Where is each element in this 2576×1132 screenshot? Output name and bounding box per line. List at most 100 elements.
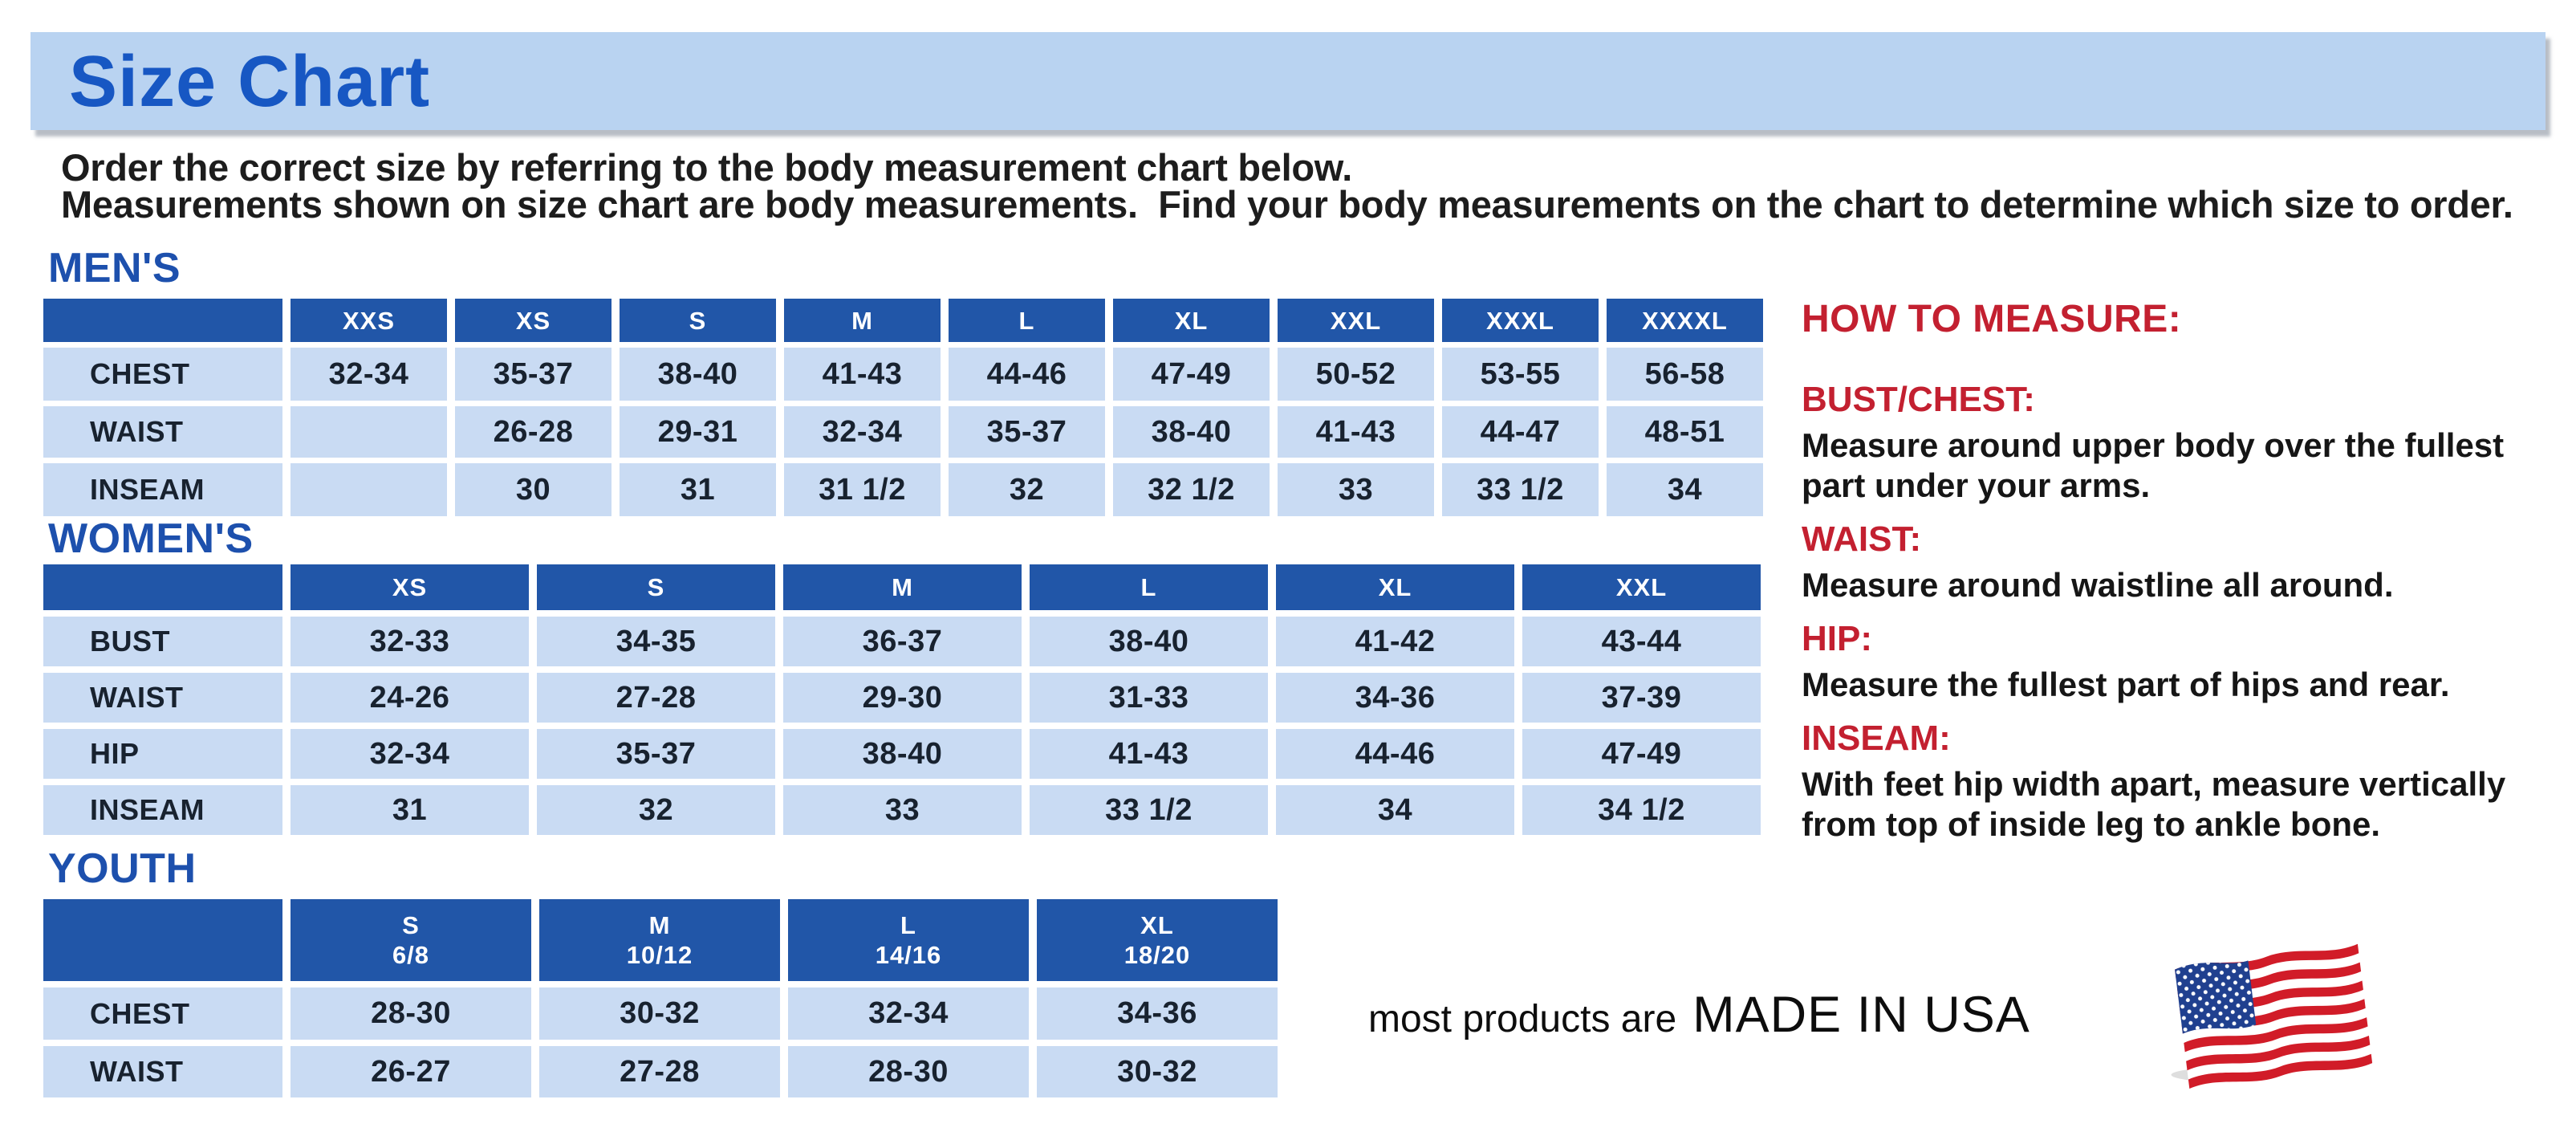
size-value-cell: 30-32 bbox=[1037, 1046, 1278, 1097]
size-value-cell: 30-32 bbox=[539, 987, 780, 1040]
size-header-cell: M bbox=[783, 564, 1022, 610]
size-header-cell: XL bbox=[1276, 564, 1514, 610]
size-value-cell: 32-34 bbox=[784, 406, 941, 458]
size-value-cell: 33 1/2 bbox=[1030, 785, 1268, 835]
intro-line-1: Order the correct size by referring to t… bbox=[61, 146, 1353, 189]
size-header-cell: L bbox=[1030, 564, 1268, 610]
size-value-cell: 32-34 bbox=[788, 987, 1029, 1040]
row-label-cell: CHEST bbox=[43, 348, 282, 401]
size-header-cell: S bbox=[537, 564, 775, 610]
corner-header-cell bbox=[43, 899, 282, 981]
size-value-cell: 31 bbox=[620, 463, 776, 516]
size-value-cell: 37-39 bbox=[1522, 673, 1761, 723]
size-value-cell: 32 bbox=[537, 785, 775, 835]
youth-size-table: S 6/8 M 10/12 L 14/16 XL 18/20 CHEST 28-30 30-… bbox=[43, 899, 1278, 1097]
size-value-cell: 35-37 bbox=[949, 406, 1105, 458]
size-value-cell: 47-49 bbox=[1113, 348, 1270, 401]
section-title-womens: WOMEN'S bbox=[48, 515, 254, 562]
size-value-cell: 50-52 bbox=[1278, 348, 1434, 401]
size-value-cell: 53-55 bbox=[1442, 348, 1599, 401]
row-label-cell: WAIST bbox=[43, 1046, 282, 1097]
size-header-cell: S 6/8 bbox=[291, 899, 531, 981]
corner-header-cell bbox=[43, 564, 282, 610]
mens-size-table: XXS XS S M L XL XXL XXXL XXXXL CHEST 32-34 35-37 38-… bbox=[43, 299, 1763, 516]
size-value-cell: 27-28 bbox=[539, 1046, 780, 1097]
how-to-measure-items: BUST/CHEST: Measure around upper body ove… bbox=[1802, 381, 2548, 845]
intro-text: Order the correct size by referring to t… bbox=[61, 149, 2513, 223]
size-value-cell: 41-42 bbox=[1276, 617, 1514, 666]
size-value-cell: 24-26 bbox=[291, 673, 529, 723]
measure-description: With feet hip width apart, measure verti… bbox=[1802, 765, 2506, 843]
size-value-cell: 56-58 bbox=[1607, 348, 1763, 401]
size-value-cell: 41-43 bbox=[1030, 729, 1268, 779]
size-value-cell: 43-44 bbox=[1522, 617, 1761, 666]
womens-size-table: XS S M L XL XXL BUST 32-33 34-35 36-37 38-40 41-42 4… bbox=[43, 564, 1761, 835]
size-value-cell: 34-36 bbox=[1276, 673, 1514, 723]
size-value-cell: 41-43 bbox=[784, 348, 941, 401]
size-value-cell: 32-33 bbox=[291, 617, 529, 666]
size-value-cell: 32-34 bbox=[291, 348, 447, 401]
size-value-cell: 32 bbox=[949, 463, 1105, 516]
title-banner: Size Chart bbox=[30, 32, 2546, 130]
page-title: Size Chart bbox=[69, 42, 431, 122]
size-value-cell: 27-28 bbox=[537, 673, 775, 723]
measure-term: INSEAM: bbox=[1802, 719, 1951, 758]
row-label-cell: WAIST bbox=[43, 673, 282, 723]
size-header-cell: XS bbox=[291, 564, 529, 610]
size-value-cell: 33 bbox=[783, 785, 1022, 835]
size-value-cell: 31 1/2 bbox=[784, 463, 941, 516]
row-label-cell: CHEST bbox=[43, 987, 282, 1040]
size-value-cell: 41-43 bbox=[1278, 406, 1434, 458]
size-value-cell: 38-40 bbox=[620, 348, 776, 401]
intro-line-2: Measurements shown on size chart are bod… bbox=[61, 183, 2513, 226]
size-header-cell: XL bbox=[1113, 299, 1270, 342]
size-header-cell: XS bbox=[455, 299, 611, 342]
measure-description: Measure around waistline all around. bbox=[1802, 566, 2394, 604]
size-value-cell: 30 bbox=[455, 463, 611, 516]
measure-term: BUST/CHEST: bbox=[1802, 380, 2035, 419]
size-header-cell: XXL bbox=[1278, 299, 1434, 342]
size-header-cell: XXXL bbox=[1442, 299, 1599, 342]
size-header-cell: S bbox=[620, 299, 776, 342]
size-value-cell: 36-37 bbox=[783, 617, 1022, 666]
size-header-cell: XL 18/20 bbox=[1037, 899, 1278, 981]
size-value-cell: 35-37 bbox=[455, 348, 611, 401]
size-header-cell: XXL bbox=[1522, 564, 1761, 610]
size-value-cell: 33 1/2 bbox=[1442, 463, 1599, 516]
measure-description: Measure around upper body over the fulle… bbox=[1802, 426, 2505, 504]
size-value-cell: 34 1/2 bbox=[1522, 785, 1761, 835]
size-header-cell: L bbox=[949, 299, 1105, 342]
measure-term: HIP: bbox=[1802, 619, 1872, 658]
size-value-cell: 31 bbox=[291, 785, 529, 835]
size-value-cell: 38-40 bbox=[1113, 406, 1270, 458]
size-value-cell: 26-28 bbox=[455, 406, 611, 458]
size-value-cell bbox=[291, 463, 447, 516]
how-to-measure-section: HOW TO MEASURE: BUST/CHEST: Measure aroun… bbox=[1802, 300, 2548, 845]
size-value-cell: 47-49 bbox=[1522, 729, 1761, 779]
size-value-cell: 44-46 bbox=[949, 348, 1105, 401]
size-header-cell: XXXXL bbox=[1607, 299, 1763, 342]
corner-header-cell bbox=[43, 299, 282, 342]
section-title-mens: MEN'S bbox=[48, 245, 181, 291]
size-value-cell: 34 bbox=[1276, 785, 1514, 835]
row-label-cell: HIP bbox=[43, 729, 282, 779]
row-label-cell: INSEAM bbox=[43, 785, 282, 835]
size-value-cell: 34-36 bbox=[1037, 987, 1278, 1040]
size-value-cell: 38-40 bbox=[783, 729, 1022, 779]
size-header-cell: M 10/12 bbox=[539, 899, 780, 981]
size-value-cell: 28-30 bbox=[291, 987, 531, 1040]
size-value-cell: 29-31 bbox=[620, 406, 776, 458]
size-header-cell: XXS bbox=[291, 299, 447, 342]
size-value-cell: 38-40 bbox=[1030, 617, 1268, 666]
size-header-cell: M bbox=[784, 299, 941, 342]
made-in-usa-text: MADE IN USA bbox=[1692, 987, 2030, 1043]
row-label-cell: BUST bbox=[43, 617, 282, 666]
size-value-cell: 31-33 bbox=[1030, 673, 1268, 723]
size-header-cell: L 14/16 bbox=[788, 899, 1029, 981]
size-value-cell: 44-47 bbox=[1442, 406, 1599, 458]
size-value-cell: 34-35 bbox=[537, 617, 775, 666]
size-value-cell bbox=[291, 406, 447, 458]
size-value-cell: 48-51 bbox=[1607, 406, 1763, 458]
row-label-cell: INSEAM bbox=[43, 463, 282, 516]
